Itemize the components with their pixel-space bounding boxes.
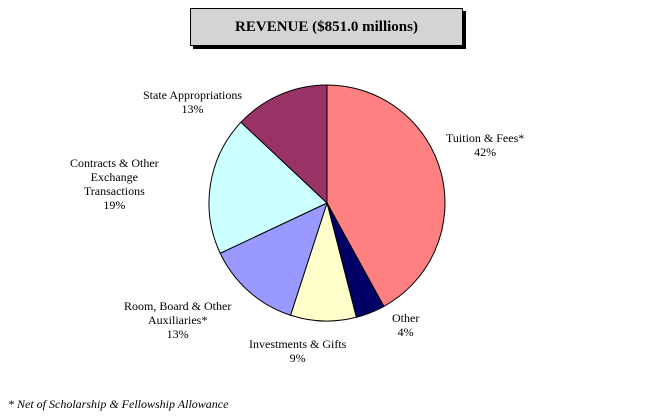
label-other: Other 4% [392, 311, 420, 339]
footnote: * Net of Scholarship & Fellowship Allowa… [8, 397, 229, 411]
label-tuition-fees: Tuition & Fees* 42% [446, 131, 525, 159]
chart-title: REVENUE ($851.0 millions) [190, 8, 463, 46]
pie-slice-tuition-fees [326, 84, 446, 308]
pie-slice-room-board-auxiliaries [219, 202, 328, 316]
label-contracts-exchange: Contracts & Other Exchange Transactions … [70, 156, 159, 212]
pie-slice-state-appropriations [240, 84, 328, 205]
label-investments-gifts: Investments & Gifts 9% [249, 337, 347, 365]
chart-title-text: REVENUE ($851.0 millions) [235, 18, 418, 35]
pie-slice-contracts-exchange [208, 121, 328, 254]
label-state-appropriations: State Appropriations 13% [143, 88, 242, 116]
label-room-board-auxiliaries: Room, Board & Other Auxiliaries* 13% [124, 299, 232, 341]
